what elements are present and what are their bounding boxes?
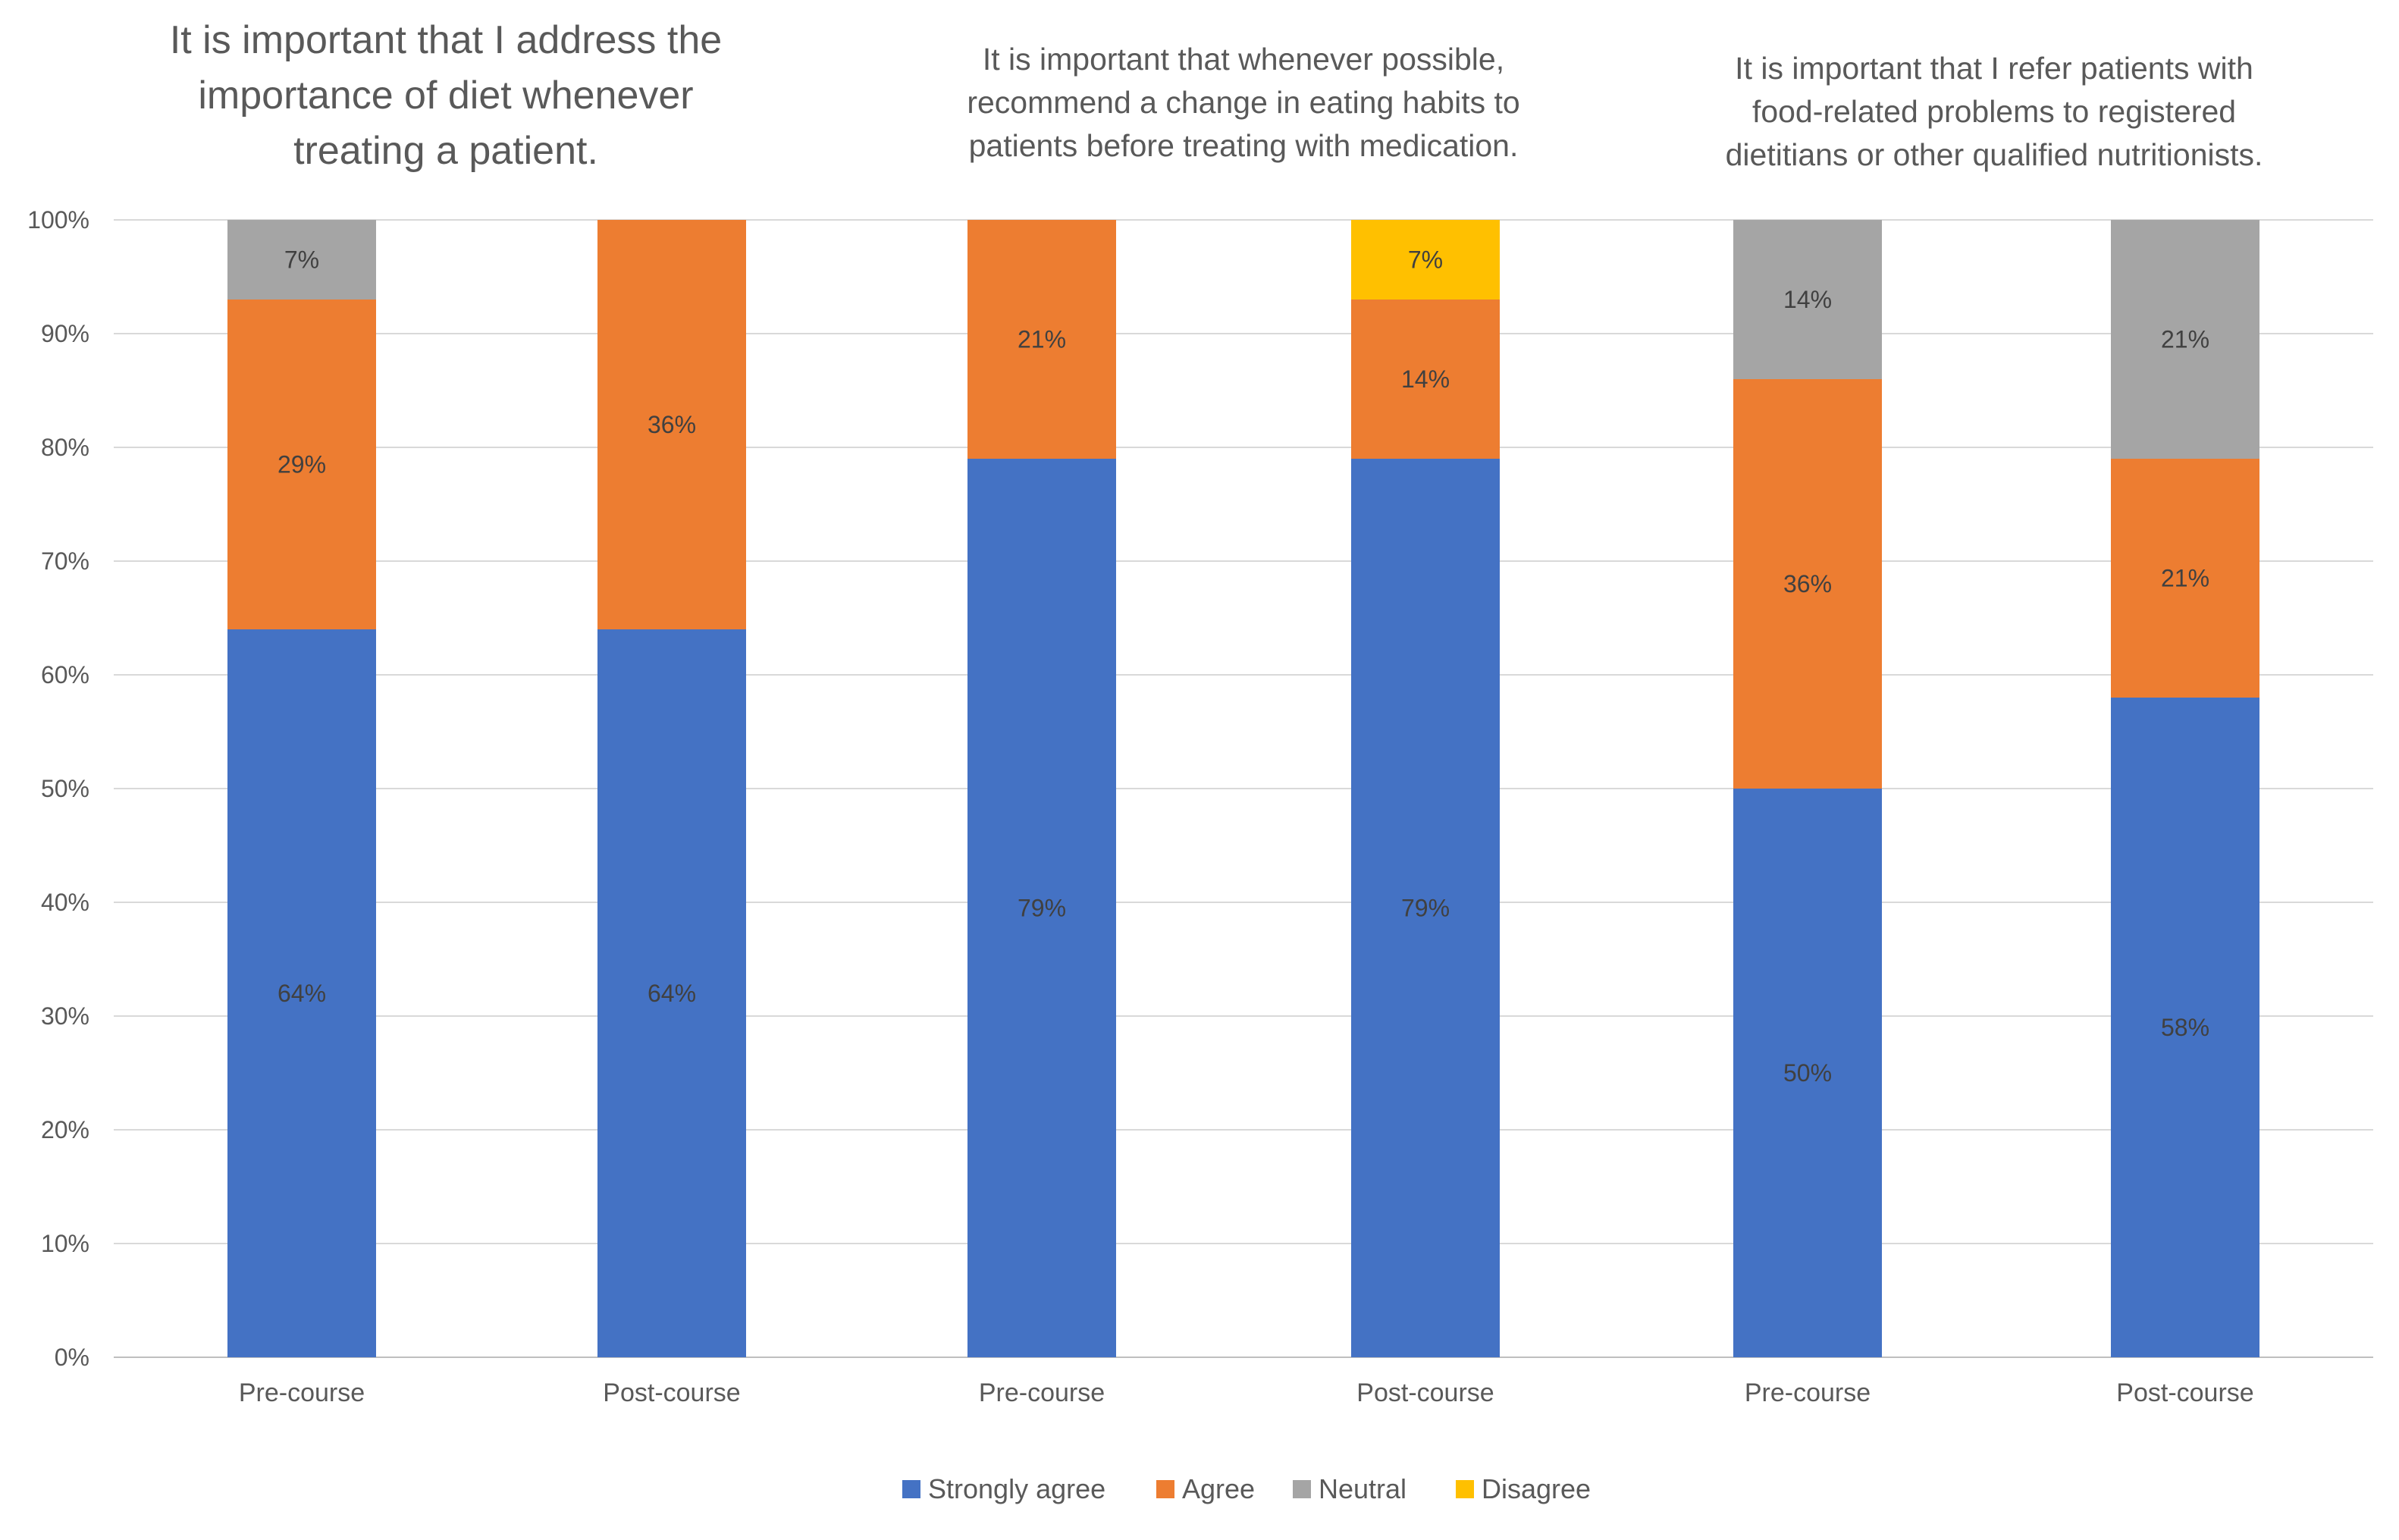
x-category-label: Post-course (603, 1378, 740, 1407)
data-label: 21% (2161, 326, 2209, 353)
x-category-label: Pre-course (979, 1378, 1105, 1407)
y-tick-label: 30% (41, 1002, 89, 1030)
data-label: 79% (1018, 895, 1066, 922)
panel-title-line: dietitians or other qualified nutritioni… (1726, 137, 2263, 172)
x-category-label: Pre-course (239, 1378, 365, 1407)
y-tick-label: 100% (27, 206, 89, 234)
x-category-label: Post-course (1356, 1378, 1494, 1407)
bar-segment (1351, 300, 1500, 459)
bar-segment (2111, 698, 2259, 1357)
bar-segment (1733, 789, 1882, 1357)
data-label: 58% (2161, 1014, 2209, 1041)
panel-title-line: It is important that whenever possible, (983, 42, 1504, 77)
y-tick-label: 0% (55, 1344, 89, 1371)
panel-title-line: It is important that I address the (170, 18, 722, 62)
legend-label: Neutral (1319, 1473, 1406, 1504)
bar-segment (227, 300, 376, 629)
data-label: 7% (1408, 246, 1443, 274)
y-tick-label: 40% (41, 889, 89, 916)
bar-segment (227, 220, 376, 300)
legend-swatch (1156, 1480, 1174, 1498)
y-tick-label: 10% (41, 1230, 89, 1257)
data-label: 36% (1783, 570, 1832, 597)
bar-segment (597, 220, 746, 629)
data-label: 36% (648, 411, 696, 438)
data-label: 21% (1018, 326, 1066, 353)
data-label: 29% (278, 451, 326, 478)
data-label: 64% (648, 980, 696, 1007)
legend-swatch (1456, 1480, 1474, 1498)
y-tick-label: 60% (41, 661, 89, 688)
bar-segment (2111, 459, 2259, 698)
y-tick-label: 50% (41, 775, 89, 802)
panel-title-line: food-related problems to registered (1752, 94, 2236, 129)
panel-title-line: importance of diet whenever (198, 74, 693, 118)
panel-title-line: It is important that I refer patients wi… (1735, 51, 2253, 86)
data-label: 64% (278, 980, 326, 1007)
y-tick-label: 80% (41, 434, 89, 461)
y-tick-label: 90% (41, 320, 89, 347)
data-label: 14% (1783, 286, 1832, 313)
bar-segment (967, 220, 1116, 459)
data-label: 79% (1401, 895, 1450, 922)
bar-segment (2111, 220, 2259, 459)
bar-segment (1351, 459, 1500, 1357)
data-label: 21% (2161, 565, 2209, 592)
legend-label: Strongly agree (928, 1473, 1105, 1504)
data-label: 50% (1783, 1059, 1832, 1087)
x-category-label: Post-course (2116, 1378, 2253, 1407)
panel-title-line: treating a patient. (293, 129, 598, 173)
panel-title-line: patients before treating with medication… (969, 128, 1519, 163)
bar-segment (967, 459, 1116, 1357)
y-tick-label: 70% (41, 547, 89, 575)
bar-segment (1733, 220, 1882, 379)
data-label: 14% (1401, 365, 1450, 393)
legend-swatch (1293, 1480, 1311, 1498)
legend-label: Disagree (1482, 1473, 1591, 1504)
bar-segment (227, 629, 376, 1357)
x-category-label: Pre-course (1745, 1378, 1871, 1407)
legend-label: Agree (1182, 1473, 1255, 1504)
bar-segment (1733, 379, 1882, 789)
bar-segment (1351, 220, 1500, 300)
data-label: 7% (284, 246, 319, 274)
legend-swatch (902, 1480, 920, 1498)
y-tick-label: 20% (41, 1116, 89, 1143)
bar-segment (597, 629, 746, 1357)
panel-title-line: recommend a change in eating habits to (967, 85, 1519, 120)
